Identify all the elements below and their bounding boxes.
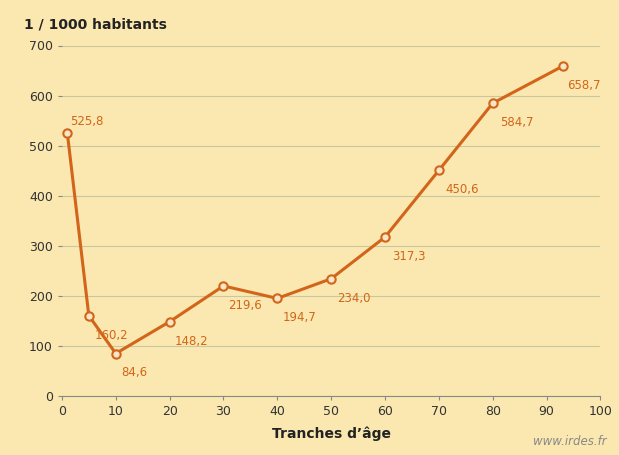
Text: 317,3: 317,3 <box>392 250 425 263</box>
Text: 219,6: 219,6 <box>228 299 261 312</box>
Text: 160,2: 160,2 <box>94 329 128 342</box>
Text: 584,7: 584,7 <box>500 116 533 129</box>
Text: 1 / 1000 habitants: 1 / 1000 habitants <box>24 17 167 31</box>
Text: 658,7: 658,7 <box>567 79 600 92</box>
Text: 84,6: 84,6 <box>121 366 147 379</box>
X-axis label: Tranches d’âge: Tranches d’âge <box>272 426 391 441</box>
Text: 148,2: 148,2 <box>175 334 209 348</box>
Text: 234,0: 234,0 <box>337 292 370 305</box>
Text: 525,8: 525,8 <box>70 115 103 128</box>
Text: 450,6: 450,6 <box>446 183 479 196</box>
Text: 194,7: 194,7 <box>283 311 316 324</box>
Text: www.irdes.fr: www.irdes.fr <box>533 435 607 448</box>
